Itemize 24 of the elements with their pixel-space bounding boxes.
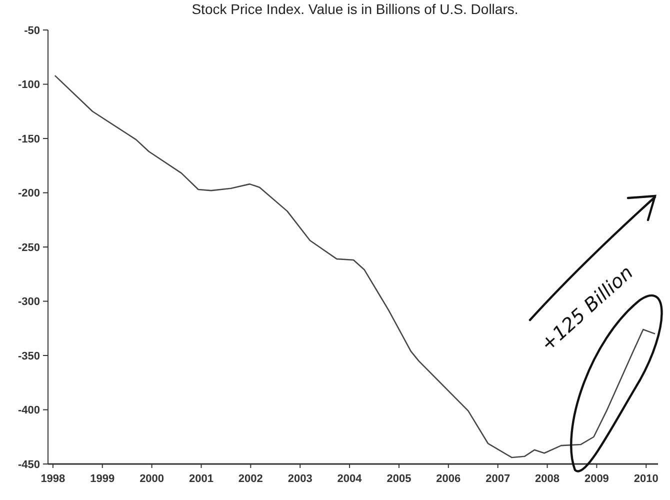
x-tick-label: 2010 [634, 473, 658, 485]
x-tick-label: 2004 [337, 473, 363, 485]
x-tick-label: 2000 [140, 473, 164, 485]
y-tick-label: -200 [18, 188, 40, 200]
x-tick-label: 2001 [189, 473, 214, 485]
y-tick-label: -100 [18, 79, 40, 92]
y-tick-label: -350 [18, 350, 40, 362]
x-tick-label: 2009 [584, 473, 609, 485]
x-tick-label: 2002 [238, 473, 263, 485]
x-tick-label: 1999 [90, 473, 115, 485]
x-tick-label: 2007 [486, 473, 510, 485]
x-tick-label: 1998 [40, 473, 66, 485]
y-tick-label: -250 [18, 242, 40, 254]
x-tick-label: 2005 [386, 473, 412, 485]
x-tick-label: 2003 [288, 473, 312, 485]
x-tick-label: 2006 [436, 473, 461, 485]
y-tick-label: -50 [24, 24, 40, 37]
y-tick-label: -300 [18, 296, 40, 308]
chart-title: Stock Price Index. Value is in Billions of U.S. Dollars. [192, 1, 518, 17]
y-tick-label: -450 [18, 458, 40, 471]
x-tick-label: 2008 [535, 473, 560, 485]
line-series [54, 74, 656, 458]
y-tick-label: -400 [18, 404, 40, 417]
y-tick-label: -150 [18, 133, 40, 146]
